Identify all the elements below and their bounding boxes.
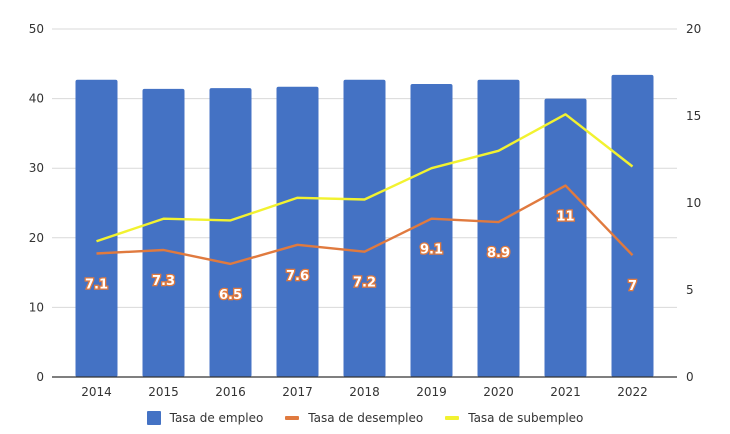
left-y-tick-label: 10 — [29, 300, 44, 314]
bar-2018[interactable] — [343, 79, 386, 378]
left-y-tick-label: 0 — [36, 370, 44, 384]
data-label-desempleo: 6.5 — [219, 288, 242, 303]
x-tick-label: 2016 — [215, 385, 246, 399]
bar-2019[interactable] — [410, 83, 453, 377]
data-label-desempleo: 9.1 — [420, 243, 443, 258]
x-tick-label: 2017 — [282, 385, 313, 399]
bar-2020[interactable] — [477, 79, 520, 378]
bar-2016[interactable] — [209, 88, 252, 377]
legend-swatch-subempleo — [445, 416, 460, 420]
line-tasa-de-subempleo[interactable] — [96, 113, 634, 243]
x-tick-label: 2020 — [483, 385, 514, 399]
x-tick-label: 2018 — [349, 385, 380, 399]
bar-2022[interactable] — [611, 74, 654, 377]
legend-label-subempleo: Tasa de subempleo — [468, 411, 584, 425]
data-label-desempleo: 11 — [556, 210, 574, 225]
right-y-axis-ticks: 0 5 10 15 20 — [686, 22, 701, 384]
x-tick-label: 2014 — [81, 385, 112, 399]
data-label-desempleo: 7.2 — [353, 276, 376, 291]
x-axis-ticks: 2014 2015 2016 2017 2018 2019 2020 2021 2022 — [81, 385, 648, 399]
right-y-tick-label: 0 — [686, 370, 694, 384]
legend-item-subempleo[interactable]: Tasa de subempleo — [445, 411, 583, 425]
left-y-tick-label: 30 — [29, 161, 44, 175]
left-y-tick-label: 40 — [29, 92, 44, 106]
line-series — [96, 113, 634, 266]
data-label-desempleo: 7.1 — [85, 277, 108, 292]
legend-label-desempleo: Tasa de desempleo — [308, 411, 424, 425]
legend: Tasa de empleo Tasa de desempleo Tasa de… — [0, 411, 730, 425]
data-label-desempleo: 8.9 — [487, 246, 510, 261]
right-y-tick-label: 15 — [686, 109, 701, 123]
left-y-axis-ticks: 0 10 20 30 40 50 — [29, 22, 44, 384]
line-tasa-de-desempleo[interactable] — [96, 184, 634, 266]
legend-item-desempleo[interactable]: Tasa de desempleo — [285, 411, 423, 425]
x-tick-label: 2019 — [416, 385, 447, 399]
data-label-desempleo: 7.3 — [152, 274, 175, 289]
legend-label-empleo: Tasa de empleo — [169, 411, 264, 425]
data-labels: 7.1 7.3 6.5 7.6 7.2 9.1 8.9 11 7 — [84, 208, 639, 304]
legend-swatch-desempleo — [285, 416, 300, 420]
right-y-tick-label: 20 — [686, 22, 701, 36]
legend-item-empleo[interactable]: Tasa de empleo — [146, 411, 264, 425]
right-y-tick-label: 10 — [686, 196, 701, 210]
x-tick-label: 2015 — [148, 385, 179, 399]
bar-series-tasa-de-empleo — [75, 74, 654, 378]
bar-2017[interactable] — [276, 86, 319, 377]
bar-2014[interactable] — [75, 79, 118, 378]
bar-2021[interactable] — [544, 98, 587, 377]
left-y-tick-label: 50 — [29, 22, 44, 36]
data-label-desempleo: 7.6 — [286, 269, 309, 284]
x-tick-label: 2021 — [550, 385, 581, 399]
data-label-desempleo: 7 — [628, 279, 637, 294]
right-y-tick-label: 5 — [686, 283, 694, 297]
bar-2015[interactable] — [142, 88, 185, 377]
left-y-tick-label: 20 — [29, 231, 44, 245]
combo-chart: 7.1 7.3 6.5 7.6 7.2 9.1 8.9 11 7 0 10 20 30 40 50 0 5 1… — [29, 22, 702, 399]
legend-swatch-empleo — [146, 411, 161, 425]
x-tick-label: 2022 — [617, 385, 648, 399]
